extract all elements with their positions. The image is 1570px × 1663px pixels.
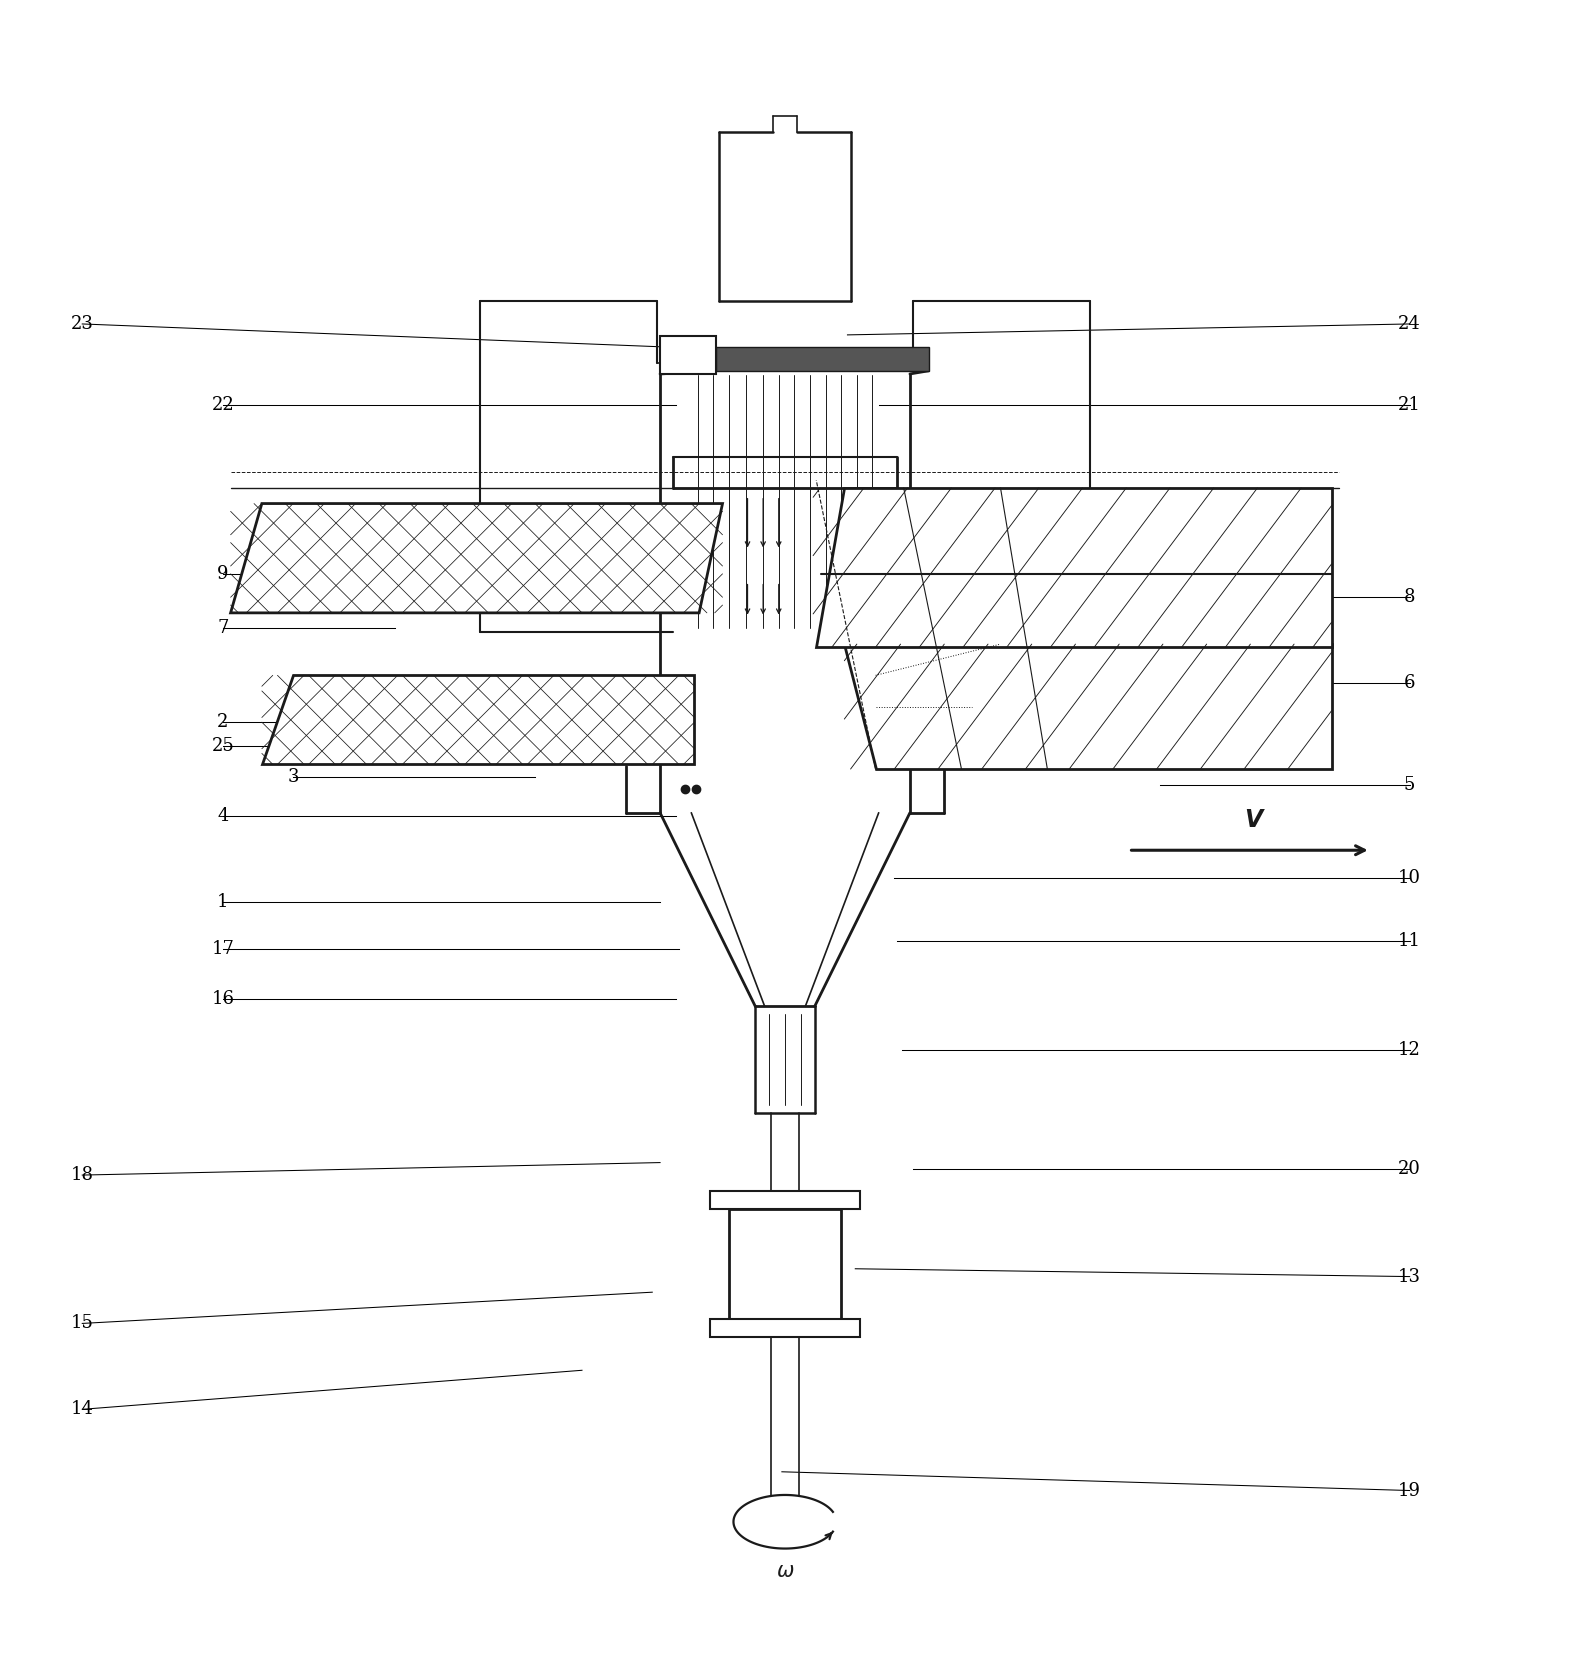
Bar: [716, 348, 929, 371]
Polygon shape: [231, 504, 722, 614]
Text: 5: 5: [1404, 775, 1415, 793]
Bar: [659, 336, 716, 374]
Text: 17: 17: [212, 940, 234, 958]
Text: 11: 11: [1399, 931, 1421, 950]
Text: 10: 10: [1399, 870, 1421, 888]
Text: 9: 9: [217, 565, 229, 582]
Text: 1: 1: [217, 893, 229, 911]
Text: 15: 15: [71, 1314, 94, 1332]
Text: 3: 3: [287, 768, 298, 787]
Text: 14: 14: [71, 1400, 94, 1419]
Text: 24: 24: [1399, 314, 1421, 333]
Text: 13: 13: [1399, 1267, 1421, 1285]
Polygon shape: [816, 487, 1331, 647]
Text: 22: 22: [212, 396, 234, 414]
Text: 20: 20: [1399, 1159, 1421, 1177]
Text: 7: 7: [217, 620, 229, 637]
Text: V: V: [1245, 808, 1262, 832]
Text: 6: 6: [1404, 674, 1416, 692]
Text: 2: 2: [217, 713, 229, 732]
Polygon shape: [262, 675, 694, 765]
Text: $\omega$: $\omega$: [776, 1562, 794, 1582]
Text: 19: 19: [1399, 1482, 1421, 1500]
Text: 21: 21: [1399, 396, 1421, 414]
Text: 23: 23: [71, 314, 94, 333]
Polygon shape: [845, 644, 1331, 768]
Text: 18: 18: [71, 1166, 94, 1184]
Bar: [710, 1319, 860, 1337]
Text: 4: 4: [217, 807, 229, 825]
Text: 16: 16: [212, 989, 234, 1008]
Text: 25: 25: [212, 737, 234, 755]
Text: 12: 12: [1399, 1041, 1421, 1059]
Bar: [710, 1191, 860, 1209]
Bar: [728, 1209, 842, 1319]
Text: 8: 8: [1404, 589, 1416, 607]
